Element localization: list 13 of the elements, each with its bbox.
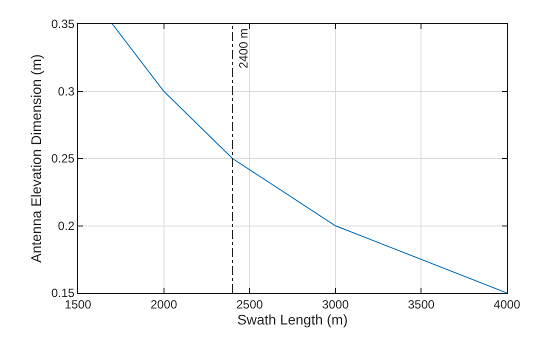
x-tick-label: 2000	[150, 297, 178, 312]
ref-line-label: 2400 m	[236, 28, 250, 68]
x-tick-label: 3500	[408, 297, 435, 312]
x-tick-label: 4000	[494, 297, 521, 312]
x-tick-label: 2500	[236, 297, 264, 312]
y-tick-label: 0.2	[58, 218, 75, 233]
y-axis-title: Antenna Elevation Dimension (m)	[28, 54, 44, 263]
y-tick-label: 0.25	[51, 152, 75, 166]
y-tick-label: 0.35	[51, 17, 75, 32]
x-axis-title: Swath Length (m)	[237, 312, 348, 328]
y-tick-label: 0.3	[58, 84, 75, 98]
line-series	[112, 24, 507, 293]
x-tick-label: 3000	[322, 297, 350, 312]
